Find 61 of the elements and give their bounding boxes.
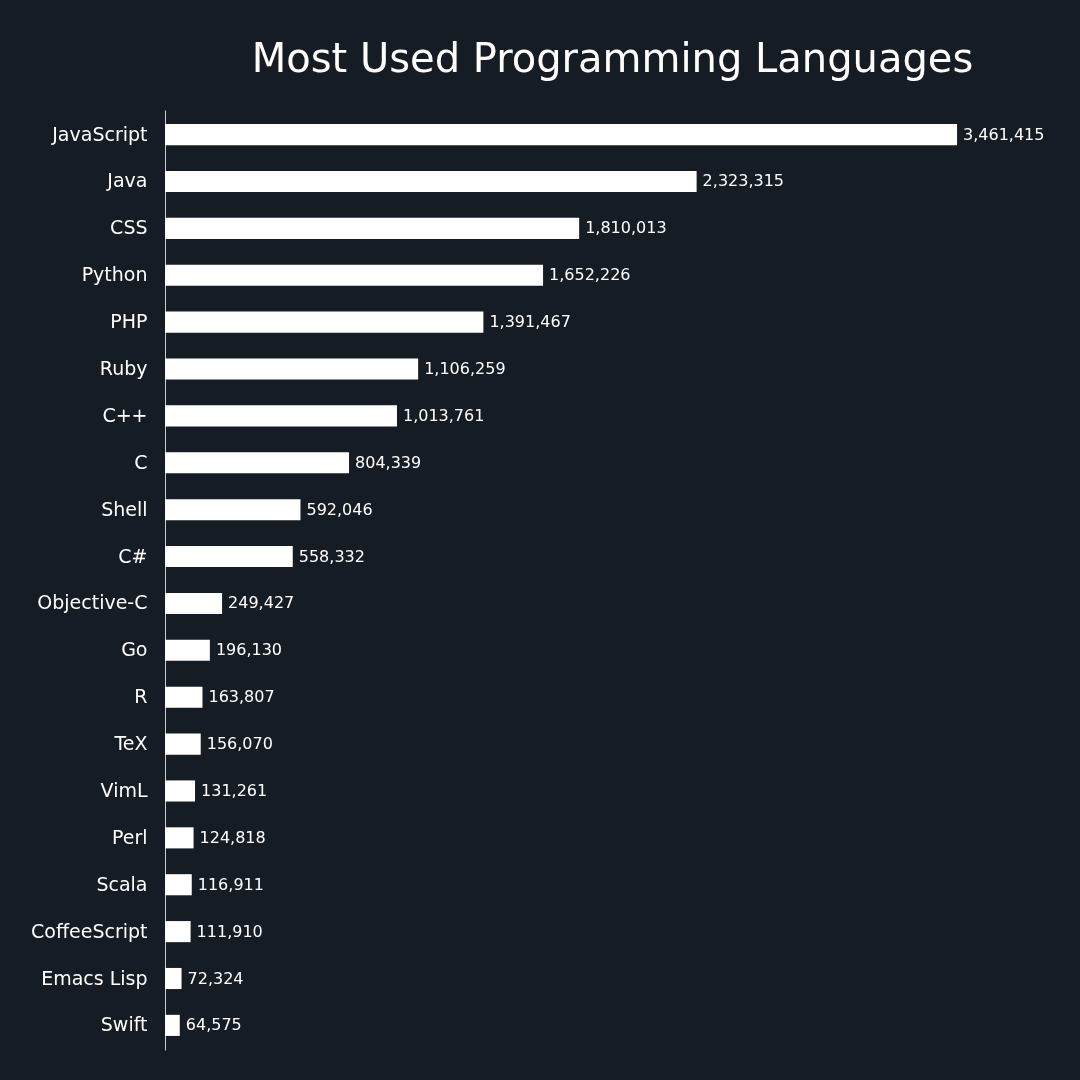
data-label: 3,461,415: [963, 124, 1045, 144]
data-label: 1,391,467: [489, 312, 571, 332]
data-label: 116,911: [197, 874, 264, 894]
bar: [165, 874, 192, 896]
y-tick-label: R: [134, 685, 148, 708]
bar: [165, 733, 201, 755]
y-tick-label: CoffeeScript: [31, 919, 148, 942]
y-tick-label: Objective-C: [37, 591, 148, 614]
data-label: 804,339: [355, 452, 422, 472]
y-tick-label: CSS: [110, 216, 148, 239]
data-label: 196,130: [215, 640, 283, 660]
y-tick-label: Go: [121, 638, 148, 661]
data-label: 592,046: [306, 499, 373, 519]
y-tick-label: Ruby: [99, 357, 148, 380]
bar: [165, 921, 191, 943]
data-label: 1,013,761: [402, 405, 485, 425]
y-tick-label: Perl: [111, 825, 148, 848]
bar: [165, 967, 182, 990]
y-tick-label: C#: [118, 544, 148, 567]
bar: [165, 405, 397, 427]
data-label: 558,332: [298, 546, 365, 566]
data-label: 249,427: [228, 593, 295, 613]
data-label: 156,070: [206, 734, 273, 754]
bar: [165, 358, 419, 380]
y-tick-label: PHP: [110, 310, 148, 333]
bar: [165, 124, 958, 146]
data-label: 131,261: [201, 780, 268, 800]
bar: [165, 499, 301, 521]
bar: [165, 686, 203, 708]
chart-title: Most Used Programming Languages: [251, 35, 974, 81]
y-tick-label: JavaScript: [51, 122, 148, 145]
bar: [165, 827, 194, 849]
bar: [165, 780, 196, 802]
bar: [165, 264, 544, 286]
bar: [165, 170, 697, 193]
y-tick-label: C++: [102, 403, 148, 426]
bar: [165, 452, 350, 474]
y-tick-label: Emacs Lisp: [41, 966, 148, 989]
y-tick-label: VimL: [100, 778, 148, 801]
data-label: 1,106,259: [424, 359, 506, 379]
data-label: 64,575: [185, 1015, 242, 1035]
data-label: 111,910: [196, 921, 263, 941]
bar: [165, 311, 484, 333]
data-label: 2,323,315: [702, 171, 785, 191]
bar: [165, 1014, 180, 1036]
bar: [165, 217, 580, 239]
bar: [165, 592, 223, 614]
bar: [165, 546, 293, 568]
data-label: 72,324: [187, 968, 244, 988]
y-tick-label: Swift: [100, 1013, 148, 1036]
y-tick-label: TeX: [113, 732, 148, 755]
y-tick-label: Scala: [96, 872, 148, 895]
data-label: 1,810,013: [585, 218, 667, 238]
bar: [165, 639, 210, 661]
data-label: 163,807: [208, 687, 275, 707]
y-tick-label: Shell: [101, 497, 148, 520]
y-tick-label: Java: [106, 169, 148, 192]
y-tick-label: C: [134, 450, 148, 473]
data-label: 1,652,226: [549, 265, 631, 285]
y-tick-label: Python: [81, 263, 148, 286]
data-label: 124,818: [199, 827, 266, 847]
